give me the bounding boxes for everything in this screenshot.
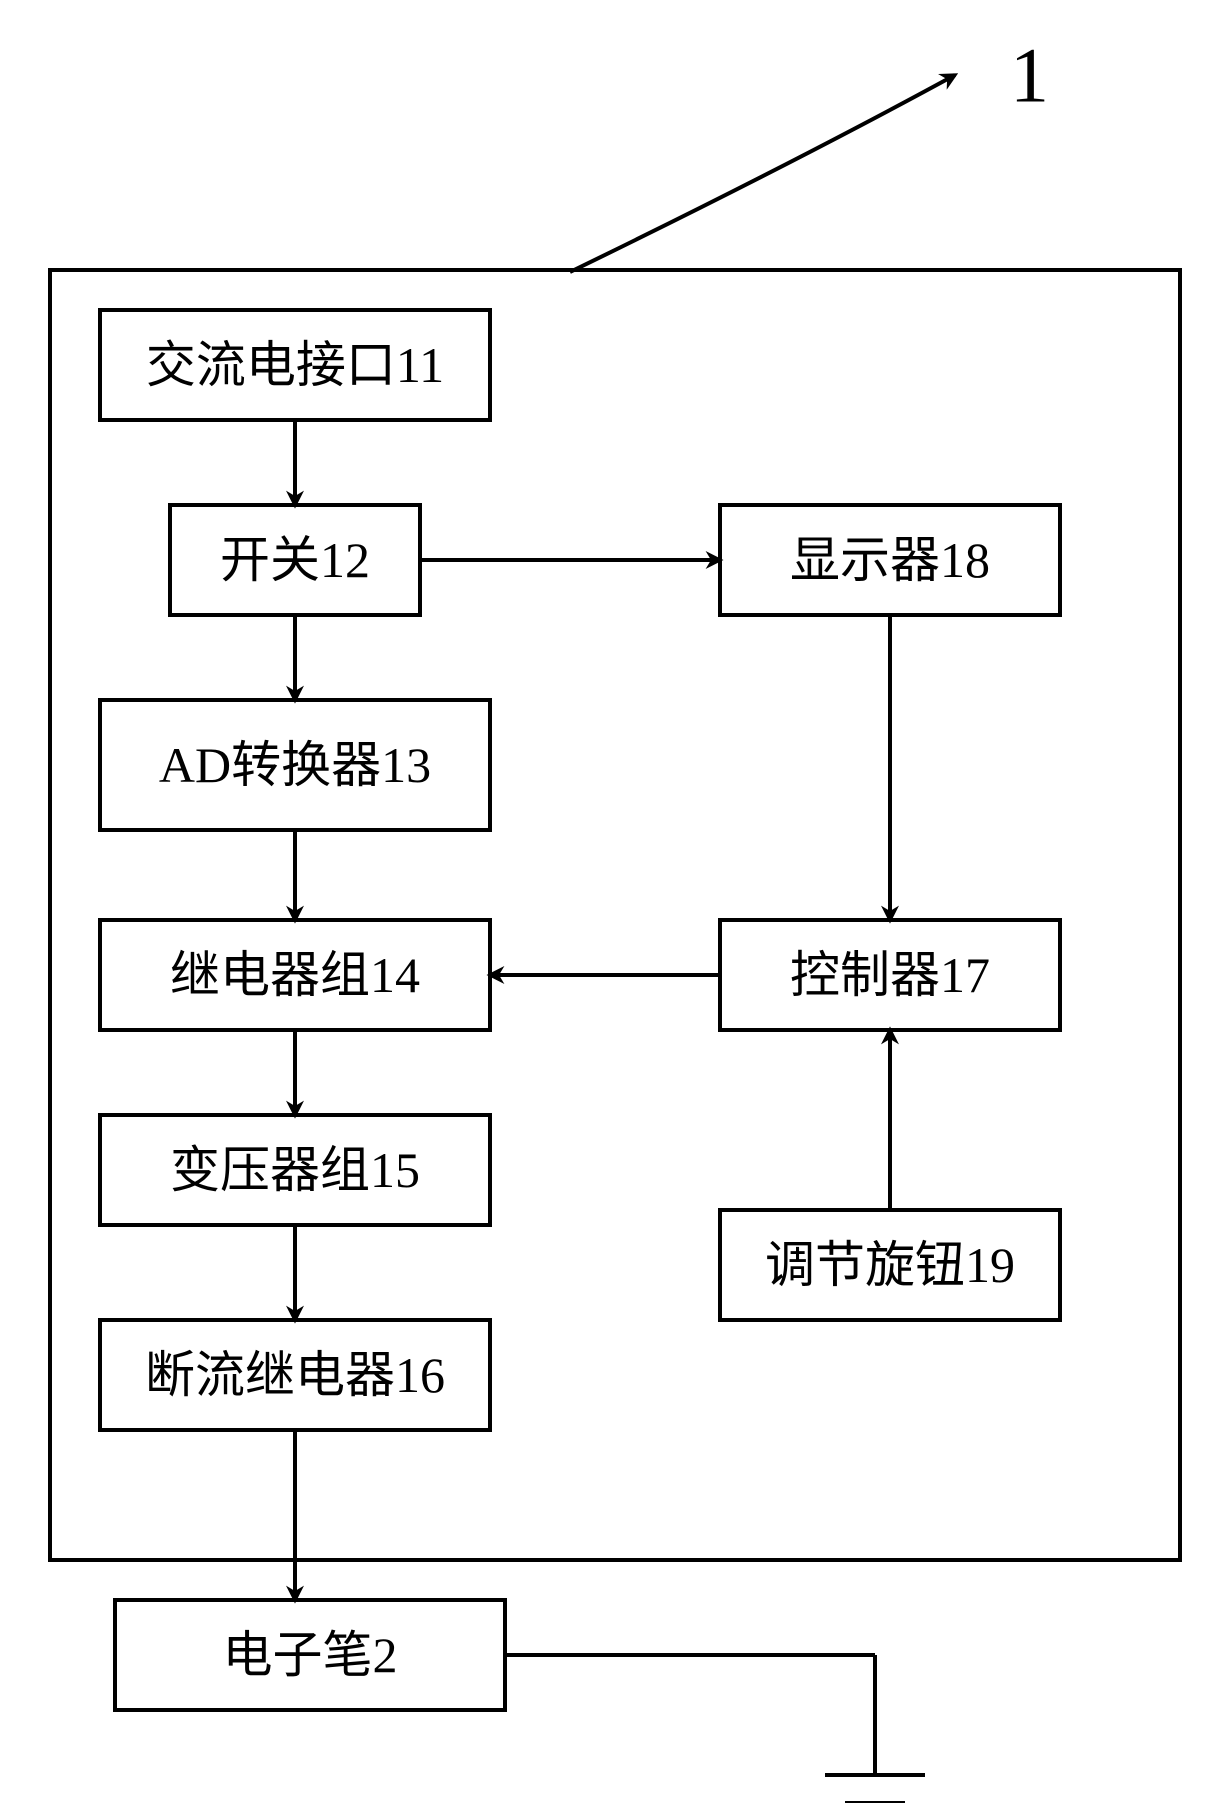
node-label: 开关12 <box>220 532 370 588</box>
node-n11: 交流电接口11 <box>100 310 490 420</box>
node-label: 显示器18 <box>790 532 990 588</box>
node-label: 控制器17 <box>790 947 990 1003</box>
node-label: 调节旋钮19 <box>765 1237 1015 1293</box>
node-n19: 调节旋钮19 <box>720 1210 1060 1320</box>
block-diagram: 交流电接口11 开关12 显示器18 AD转换器13 继电器组14 控制器17 变压器组15… <box>0 0 1222 1803</box>
node-n17: 控制器17 <box>720 920 1060 1030</box>
node-n14: 继电器组14 <box>100 920 490 1030</box>
node-n2: 电子笔2 <box>115 1600 505 1710</box>
node-n12: 开关12 <box>170 505 420 615</box>
node-label: 交流电接口11 <box>146 337 444 393</box>
callout-arc <box>570 75 955 272</box>
node-label: 电子笔2 <box>223 1627 398 1683</box>
node-label: 断流继电器16 <box>145 1347 445 1403</box>
callout-label: 1 <box>1010 32 1049 119</box>
node-label: 继电器组14 <box>170 947 420 1003</box>
node-n13: AD转换器13 <box>100 700 490 830</box>
node-label: 变压器组15 <box>170 1142 420 1198</box>
node-n15: 变压器组15 <box>100 1115 490 1225</box>
node-n16: 断流继电器16 <box>100 1320 490 1430</box>
node-n18: 显示器18 <box>720 505 1060 615</box>
node-label: AD转换器13 <box>159 737 431 793</box>
